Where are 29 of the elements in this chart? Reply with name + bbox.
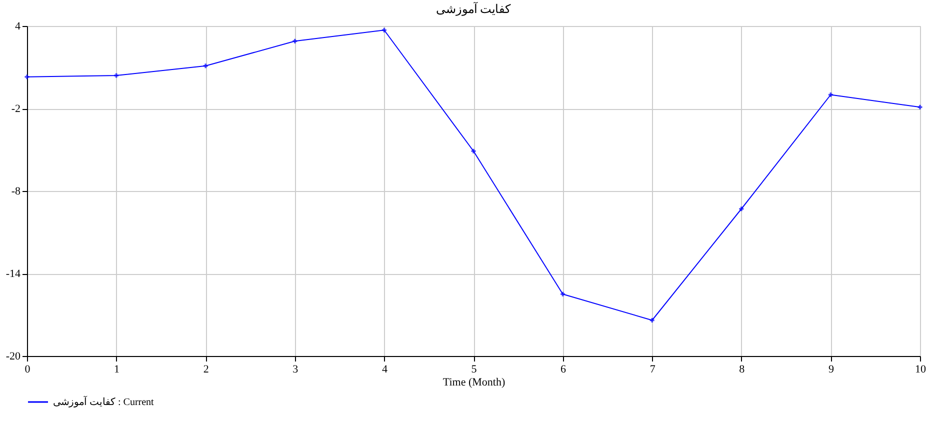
x-tick-label: 3 [292, 364, 299, 376]
point [292, 38, 298, 44]
point [203, 64, 208, 68]
x-tick-label: 8 [739, 364, 746, 376]
y-tick-label: -14 [6, 268, 21, 280]
x-tick-label: 6 [560, 364, 567, 376]
point [114, 73, 119, 78]
y-tick-label: 4 [15, 20, 21, 32]
x-tick-label: 7 [650, 364, 656, 376]
point [24, 74, 30, 80]
point [739, 206, 744, 212]
x-tick-label: 5 [471, 364, 478, 376]
x-tick-label: 10 [915, 364, 926, 376]
y-tick-label: -8 [11, 186, 21, 198]
x-axis-title: Time (Month) [442, 376, 506, 388]
y-tick-label: -20 [6, 350, 21, 362]
point [918, 104, 922, 110]
x-tick-label: 1 [114, 364, 120, 376]
x-tick-label: 0 [24, 364, 31, 376]
y-tick-label: -2 [11, 103, 20, 115]
x-tick-label: 9 [828, 364, 834, 376]
legend-label: کفایت آموزشی : Current [53, 395, 154, 408]
point [471, 148, 476, 154]
x-tick-label: 4 [382, 364, 388, 376]
point [650, 318, 654, 322]
point [560, 292, 566, 296]
x-tick-label: 2 [203, 364, 209, 376]
chart-title: کفایت آموزشی [436, 1, 511, 16]
point [382, 28, 386, 32]
